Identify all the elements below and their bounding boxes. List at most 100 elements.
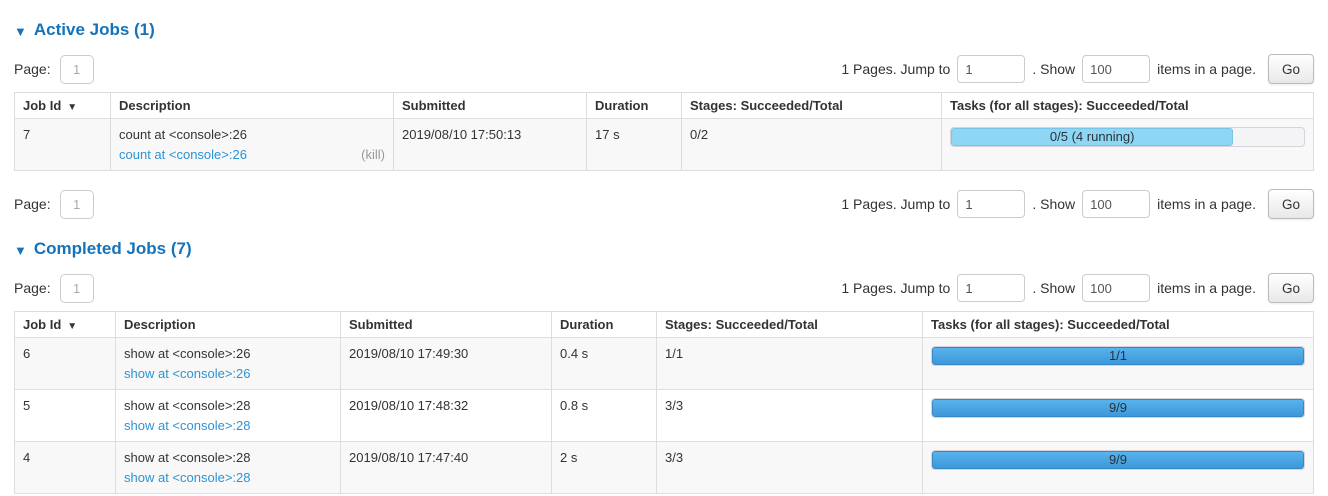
column-header-job-id[interactable]: Job Id ▼ bbox=[14, 92, 111, 119]
tasks-progress-track: 9/9 bbox=[931, 398, 1305, 418]
jump-to-page-input[interactable] bbox=[957, 55, 1026, 83]
completed-jobs-table: Job Id ▼ Description Submitted Duration S… bbox=[14, 311, 1314, 494]
completed-jobs-header[interactable]: ▼ Completed Jobs (7) bbox=[14, 239, 1314, 259]
items-in-page-label: items in a page. bbox=[1157, 196, 1256, 212]
jump-to-page-input[interactable] bbox=[957, 190, 1026, 218]
tasks-progress-bar: 9/9 bbox=[932, 399, 1304, 417]
pagination-bar: Page: 1 Pages. Jump to . Show items in a… bbox=[14, 273, 1314, 303]
page-number-input[interactable] bbox=[59, 189, 94, 219]
job-id-cell: 6 bbox=[14, 337, 116, 390]
page-number-input[interactable] bbox=[59, 54, 94, 84]
collapse-arrow-icon: ▼ bbox=[14, 242, 27, 258]
duration-cell: 0.8 s bbox=[551, 389, 657, 442]
show-label: . Show bbox=[1032, 196, 1076, 212]
active-jobs-title: Active Jobs (1) bbox=[33, 20, 155, 39]
column-header-stages[interactable]: Stages: Succeeded/Total bbox=[656, 311, 923, 338]
items-per-page-input[interactable] bbox=[1082, 274, 1151, 302]
show-label: . Show bbox=[1032, 280, 1076, 296]
items-per-page-input[interactable] bbox=[1082, 55, 1151, 83]
description-text: show at <console>:26 bbox=[124, 346, 251, 361]
column-header-job-id[interactable]: Job Id ▼ bbox=[14, 311, 116, 338]
submitted-cell: 2019/08/10 17:49:30 bbox=[340, 337, 552, 390]
description-cell: count at <console>:26 count at <console>… bbox=[110, 118, 394, 171]
description-text: show at <console>:28 bbox=[124, 398, 251, 413]
active-jobs-header[interactable]: ▼ Active Jobs (1) bbox=[14, 20, 1314, 40]
job-detail-link[interactable]: count at <console>:26 bbox=[119, 147, 247, 162]
column-header-tasks[interactable]: Tasks (for all stages): Succeeded/Total bbox=[922, 311, 1314, 338]
pages-jump-label: 1 Pages. Jump to bbox=[841, 280, 951, 296]
column-header-submitted[interactable]: Submitted bbox=[340, 311, 552, 338]
tasks-progress-bar: 9/9 bbox=[932, 451, 1304, 469]
active-jobs-table: Job Id ▼ Description Submitted Duration S… bbox=[14, 92, 1314, 171]
go-button[interactable]: Go bbox=[1267, 54, 1314, 84]
completed-job-row: 4 show at <console>:28 show at <console>… bbox=[14, 441, 1314, 494]
completed-job-row: 5 show at <console>:28 show at <console>… bbox=[14, 389, 1314, 442]
pages-jump-label: 1 Pages. Jump to bbox=[841, 196, 951, 212]
active-job-row: 7 count at <console>:26 count at <consol… bbox=[14, 118, 1314, 171]
stages-cell: 1/1 bbox=[656, 337, 923, 390]
tasks-cell: 0/5 (4 running) bbox=[941, 118, 1314, 171]
column-label: Job Id bbox=[23, 98, 62, 113]
job-id-cell: 7 bbox=[14, 118, 111, 171]
description-cell: show at <console>:28 show at <console>:2… bbox=[115, 441, 341, 494]
page-label: Page: bbox=[14, 196, 51, 212]
stages-cell: 3/3 bbox=[656, 389, 923, 442]
column-header-description[interactable]: Description bbox=[110, 92, 394, 119]
go-button[interactable]: Go bbox=[1267, 189, 1314, 219]
collapse-arrow-icon: ▼ bbox=[14, 23, 27, 39]
jump-to-page-input[interactable] bbox=[957, 274, 1026, 302]
tasks-progress-track: 0/5 (4 running) bbox=[950, 127, 1305, 147]
submitted-cell: 2019/08/10 17:47:40 bbox=[340, 441, 552, 494]
description-cell: show at <console>:26 show at <console>:2… bbox=[115, 337, 341, 390]
submitted-cell: 2019/08/10 17:50:13 bbox=[393, 118, 587, 171]
tasks-progress-bar: 0/5 (4 running) bbox=[951, 128, 1234, 146]
tasks-cell: 9/9 bbox=[922, 389, 1314, 442]
completed-jobs-section: ▼ Completed Jobs (7) Page: 1 Pages. Jump… bbox=[14, 239, 1314, 494]
column-header-duration[interactable]: Duration bbox=[551, 311, 657, 338]
job-detail-link[interactable]: show at <console>:26 bbox=[124, 366, 251, 381]
page-label: Page: bbox=[14, 280, 51, 296]
stages-cell: 3/3 bbox=[656, 441, 923, 494]
duration-cell: 0.4 s bbox=[551, 337, 657, 390]
job-detail-link[interactable]: show at <console>:28 bbox=[124, 470, 251, 485]
items-in-page-label: items in a page. bbox=[1157, 61, 1256, 77]
kill-link[interactable]: (kill) bbox=[361, 147, 385, 162]
tasks-progress-track: 1/1 bbox=[931, 346, 1305, 366]
sort-desc-icon: ▼ bbox=[67, 102, 78, 113]
column-header-submitted[interactable]: Submitted bbox=[393, 92, 587, 119]
completed-job-row: 6 show at <console>:26 show at <console>… bbox=[14, 337, 1314, 390]
tasks-cell: 1/1 bbox=[922, 337, 1314, 390]
table-header-row: Job Id ▼ Description Submitted Duration S… bbox=[14, 311, 1314, 338]
tasks-progress-label: 9/9 bbox=[1108, 452, 1128, 467]
column-header-tasks[interactable]: Tasks (for all stages): Succeeded/Total bbox=[941, 92, 1314, 119]
items-in-page-label: items in a page. bbox=[1157, 280, 1256, 296]
job-id-cell: 4 bbox=[14, 441, 116, 494]
submitted-cell: 2019/08/10 17:48:32 bbox=[340, 389, 552, 442]
pages-jump-label: 1 Pages. Jump to bbox=[841, 61, 951, 77]
column-header-stages[interactable]: Stages: Succeeded/Total bbox=[681, 92, 942, 119]
tasks-progress-label: 0/5 (4 running) bbox=[1049, 129, 1135, 144]
column-label: Job Id bbox=[23, 317, 62, 332]
items-per-page-input[interactable] bbox=[1082, 190, 1151, 218]
active-jobs-section: ▼ Active Jobs (1) Page: 1 Pages. Jump to… bbox=[14, 20, 1314, 219]
page-number-input[interactable] bbox=[59, 273, 94, 303]
job-detail-link[interactable]: show at <console>:28 bbox=[124, 418, 251, 433]
description-cell: show at <console>:28 show at <console>:2… bbox=[115, 389, 341, 442]
page-label: Page: bbox=[14, 61, 51, 77]
table-header-row: Job Id ▼ Description Submitted Duration S… bbox=[14, 92, 1314, 119]
job-id-cell: 5 bbox=[14, 389, 116, 442]
column-header-description[interactable]: Description bbox=[115, 311, 341, 338]
tasks-progress-label: 9/9 bbox=[1108, 400, 1128, 415]
duration-cell: 2 s bbox=[551, 441, 657, 494]
tasks-progress-track: 9/9 bbox=[931, 450, 1305, 470]
sort-desc-icon: ▼ bbox=[67, 321, 78, 332]
go-button[interactable]: Go bbox=[1267, 273, 1314, 303]
pagination-bar: Page: 1 Pages. Jump to . Show items in a… bbox=[14, 189, 1314, 219]
stages-cell: 0/2 bbox=[681, 118, 942, 171]
column-header-duration[interactable]: Duration bbox=[586, 92, 682, 119]
tasks-cell: 9/9 bbox=[922, 441, 1314, 494]
tasks-progress-label: 1/1 bbox=[1108, 348, 1128, 363]
completed-jobs-title: Completed Jobs (7) bbox=[33, 239, 192, 258]
tasks-progress-bar: 1/1 bbox=[932, 347, 1304, 365]
